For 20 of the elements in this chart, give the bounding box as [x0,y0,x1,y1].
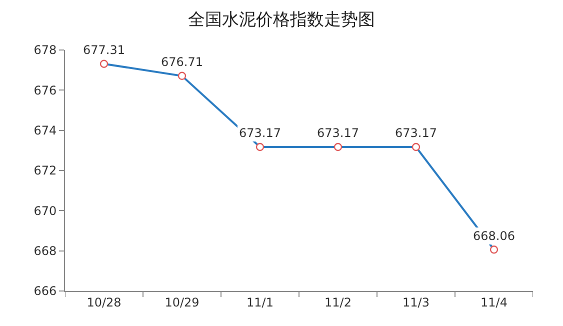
data-label: 676.71 [161,55,203,69]
data-label: 673.17 [317,126,359,140]
x-tick-label: 10/28 [86,295,122,310]
y-tick-label: 672 [34,164,57,178]
x-tick-label: 11/1 [246,295,274,310]
x-tick-label: 11/2 [324,295,352,310]
data-label: 673.17 [239,126,281,140]
chart-title: 全国水泥价格指数走势图 [188,10,375,30]
y-tick-label: 674 [34,124,57,138]
data-label: 673.17 [395,126,437,140]
y-tick-label: 670 [34,204,57,218]
x-tick-label: 11/4 [480,295,508,310]
y-tick-label: 678 [34,43,57,58]
data-label: 677.31 [83,43,125,57]
data-label: 668.06 [473,229,515,243]
y-tick-label: 676 [34,83,57,98]
y-tick-label: 666 [34,284,57,298]
y-tick-label: 668 [34,244,57,258]
x-tick-label: 10/29 [164,295,200,310]
x-tick-label: 11/3 [402,295,430,310]
